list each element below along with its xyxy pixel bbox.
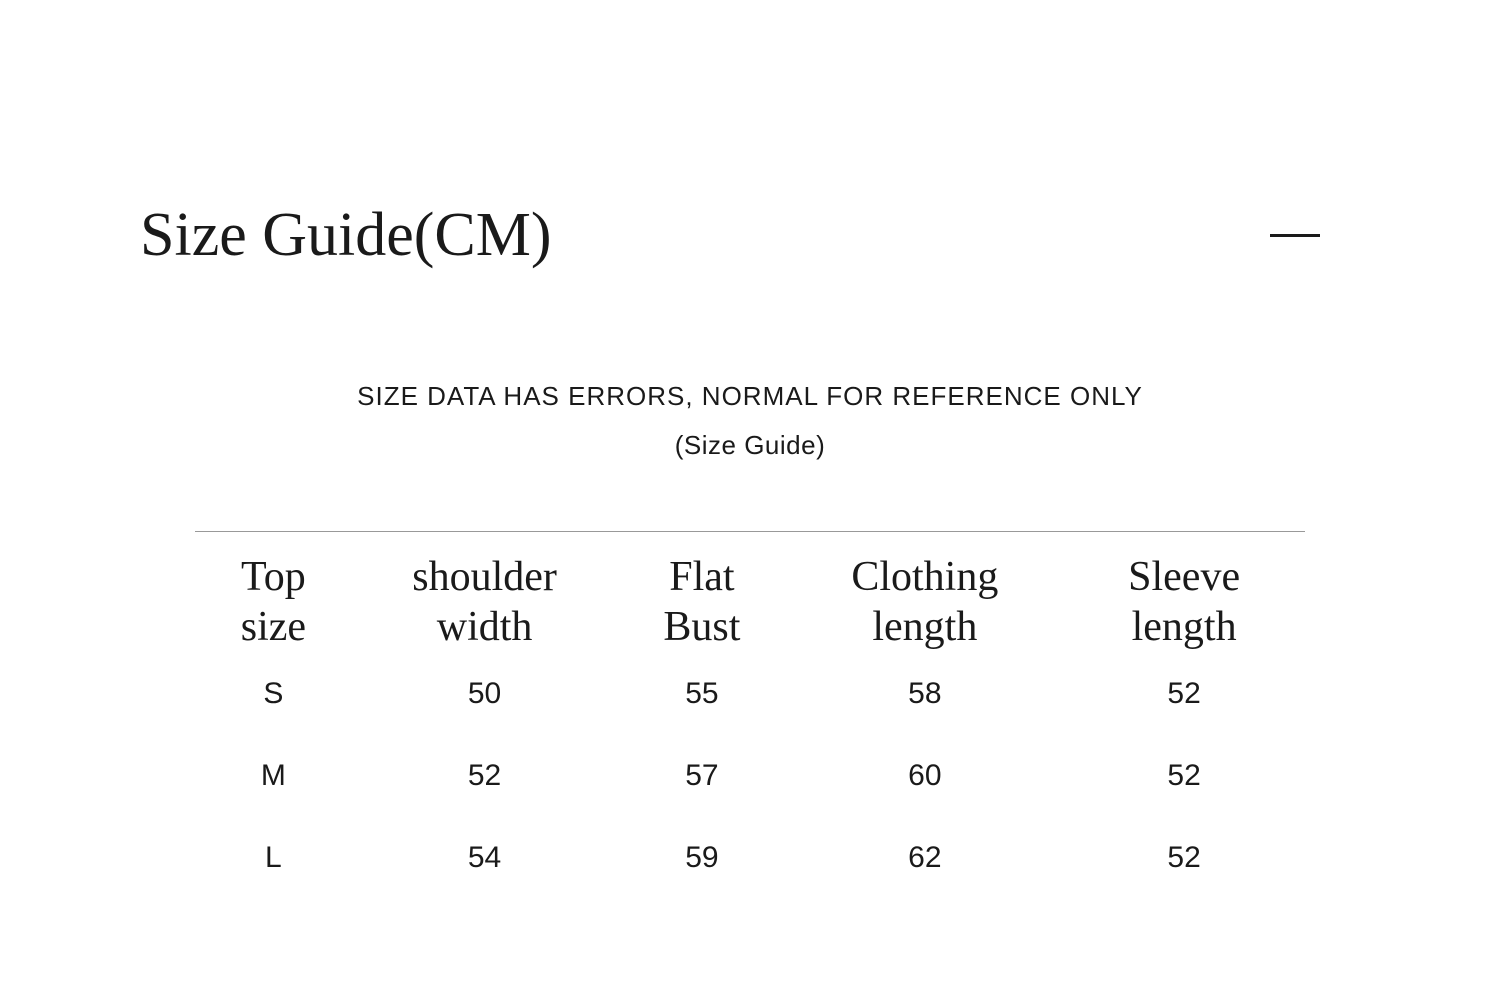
column-header: Top size (195, 532, 352, 669)
table-cell: 54 (352, 817, 618, 899)
table-cell: M (195, 735, 352, 817)
table-row: M 52 57 60 52 (195, 735, 1305, 817)
table-header-row: Top size shoulder width Flat Bust Clothi… (195, 532, 1305, 669)
collapse-icon[interactable] (1270, 234, 1320, 237)
table-cell: 57 (617, 735, 786, 817)
table-cell: 52 (1063, 669, 1305, 735)
page-title: Size Guide(CM) (140, 200, 552, 271)
table-cell: 50 (352, 669, 618, 735)
column-header: Flat Bust (617, 532, 786, 669)
size-table: Top size shoulder width Flat Bust Clothi… (195, 532, 1305, 899)
header-row: Size Guide(CM) (0, 0, 1500, 271)
table-cell: 59 (617, 817, 786, 899)
subtitle-text: (Size Guide) (0, 430, 1500, 461)
table-cell: 52 (1063, 817, 1305, 899)
table-cell: 58 (786, 669, 1063, 735)
table-row: L 54 59 62 52 (195, 817, 1305, 899)
column-header: Clothing length (786, 532, 1063, 669)
column-header: Sleeve length (1063, 532, 1305, 669)
column-header: shoulder width (352, 532, 618, 669)
table-cell: 62 (786, 817, 1063, 899)
table-cell: S (195, 669, 352, 735)
table-cell: 55 (617, 669, 786, 735)
disclaimer-text: SIZE DATA HAS ERRORS, NORMAL FOR REFEREN… (0, 381, 1500, 412)
table-row: S 50 55 58 52 (195, 669, 1305, 735)
table-cell: 52 (1063, 735, 1305, 817)
table-cell: L (195, 817, 352, 899)
table-cell: 60 (786, 735, 1063, 817)
table-cell: 52 (352, 735, 618, 817)
size-table-container: Top size shoulder width Flat Bust Clothi… (195, 531, 1305, 899)
